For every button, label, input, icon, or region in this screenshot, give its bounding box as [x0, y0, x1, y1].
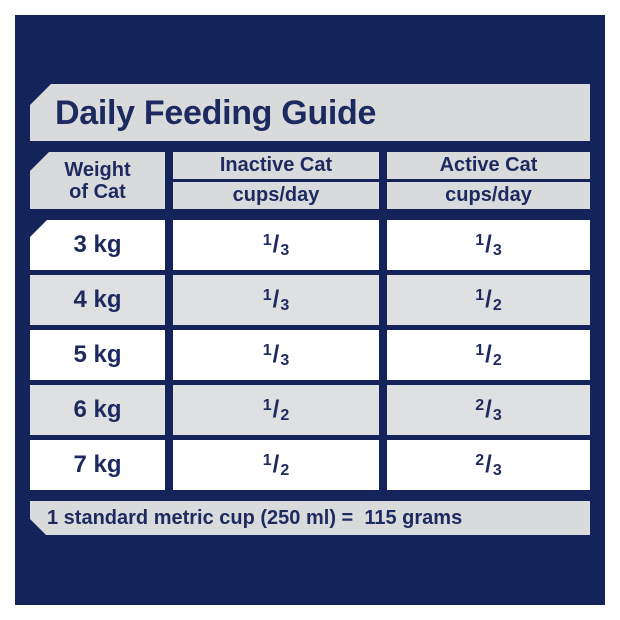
table-row: 3 kg 1/3 1/3	[30, 220, 590, 270]
fraction-value: 1/3	[475, 230, 502, 259]
header-active-cat: Active Cat cups/day	[387, 152, 590, 209]
active-cat-cell: 1/2	[387, 330, 590, 380]
fraction-value: 1/3	[262, 285, 290, 314]
table-row: 6 kg 1/2 2/3	[30, 385, 590, 435]
weight-cell: 6 kg	[30, 385, 165, 435]
inactive-cat-cell: 1/3	[173, 275, 379, 325]
fraction-value: 2/3	[475, 450, 502, 479]
header-weight-line1: Weight	[64, 158, 131, 181]
weight-value: 4 kg	[73, 286, 122, 313]
weight-value: 5 kg	[73, 341, 122, 368]
active-cat-cell: 1/2	[387, 275, 590, 325]
weight-value: 7 kg	[73, 451, 122, 478]
page-title: Daily Feeding Guide	[55, 93, 377, 132]
fraction-value: 1/3	[262, 230, 290, 259]
weight-value: 3 kg	[73, 231, 122, 258]
fraction-value: 2/3	[475, 395, 502, 424]
fraction-value: 1/2	[262, 395, 290, 424]
weight-cell: 4 kg	[30, 275, 165, 325]
active-cat-cell: 1/3	[387, 220, 590, 270]
weight-cell: 7 kg	[30, 440, 165, 490]
header-active-cat-title: Active Cat	[387, 152, 590, 179]
header-inactive-cat: Inactive Cat cups/day	[173, 152, 379, 209]
active-cat-cell: 2/3	[387, 385, 590, 435]
title-bar: Daily Feeding Guide	[30, 84, 590, 141]
weight-cell: 3 kg	[30, 220, 165, 270]
header-weight-of-cat: Weight of Cat	[30, 152, 165, 209]
inactive-cat-cell: 1/2	[173, 440, 379, 490]
inactive-cat-cell: 1/3	[173, 220, 379, 270]
active-cat-cell: 2/3	[387, 440, 590, 490]
inactive-cat-cell: 1/3	[173, 330, 379, 380]
weight-value: 6 kg	[73, 396, 122, 423]
table-row: 5 kg 1/3 1/2	[30, 330, 590, 380]
table-row: 7 kg 1/2 2/3	[30, 440, 590, 490]
table-row: 4 kg 1/3 1/2	[30, 275, 590, 325]
table-body: 3 kg 1/3 1/3 4 kg 1/3 1/2 5 kg 1/3 1/2 6 kg 1/2 2/3…	[30, 220, 590, 490]
inactive-cat-cell: 1/2	[173, 385, 379, 435]
feeding-table: Weight of Cat Inactive Cat cups/day Acti…	[30, 152, 590, 490]
feeding-guide-panel: Daily Feeding Guide Weight of Cat Inacti…	[15, 15, 605, 605]
fraction-value: 1/3	[262, 340, 290, 369]
header-inactive-cat-title: Inactive Cat	[173, 152, 379, 179]
header-inactive-cat-unit: cups/day	[173, 182, 379, 209]
footnote-text: 1 standard metric cup (250 ml) = 115 gra…	[47, 506, 463, 529]
fraction-value: 1/2	[262, 450, 290, 479]
table-header-row: Weight of Cat Inactive Cat cups/day Acti…	[30, 152, 590, 209]
fraction-value: 1/2	[475, 340, 502, 369]
fraction-value: 1/2	[475, 285, 502, 314]
footnote-bar: 1 standard metric cup (250 ml) = 115 gra…	[30, 501, 590, 535]
weight-cell: 5 kg	[30, 330, 165, 380]
header-weight-line2: of Cat	[69, 180, 126, 203]
header-active-cat-unit: cups/day	[387, 182, 590, 209]
